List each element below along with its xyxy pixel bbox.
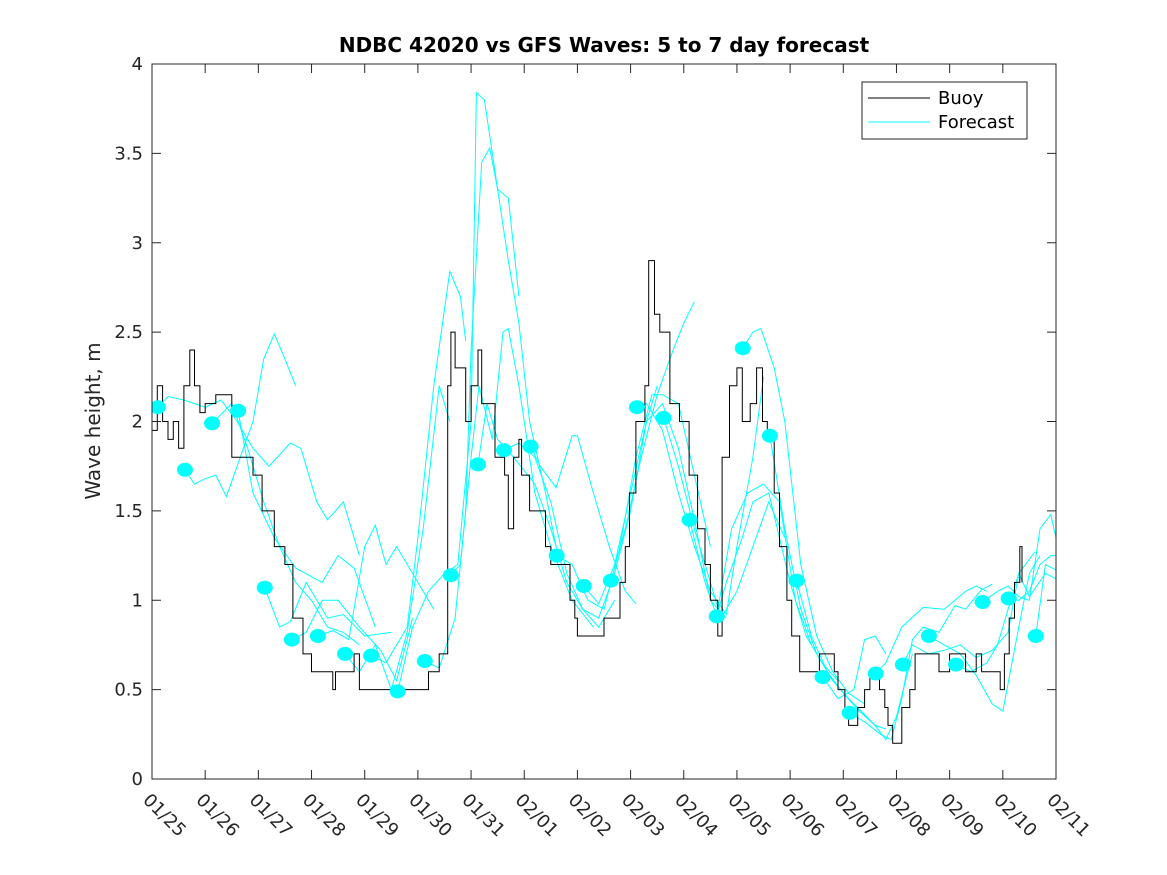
plot-area	[152, 91, 1056, 744]
forecast-point-22	[734, 341, 751, 356]
forecast-point-30	[948, 657, 965, 672]
forecast-line-24	[796, 580, 913, 741]
forecast-line-14	[530, 435, 637, 605]
y-tick-label: 2.5	[114, 322, 143, 343]
y-tick-label: 2	[132, 412, 143, 433]
forecast-line-6	[317, 523, 435, 641]
forecast-point-2	[204, 416, 221, 431]
x-tick-label: 01/27	[245, 790, 297, 842]
buoy-line	[152, 260, 1023, 744]
forecast-line-12	[477, 403, 616, 628]
legend-buoy-label: Buoy	[938, 88, 984, 109]
forecast-line-16	[583, 402, 727, 619]
y-tick-label: 0	[132, 769, 143, 790]
forecast-point-7	[337, 646, 354, 661]
legend: Buoy Forecast	[861, 81, 1028, 140]
x-tick-label: 01/28	[298, 790, 350, 842]
forecast-point-6	[309, 629, 326, 643]
forecast-line-25	[822, 635, 887, 700]
forecast-point-29	[920, 629, 937, 643]
forecast-line-4	[264, 581, 392, 637]
x-tick-label: 02/04	[670, 790, 722, 842]
forecast-point-31	[974, 595, 991, 610]
forecast-point-9	[389, 684, 406, 699]
forecast-line-7	[344, 385, 451, 692]
x-tick-label: 01/29	[351, 790, 403, 842]
forecast-line-20	[689, 483, 812, 646]
forecast-point-25	[814, 670, 831, 685]
forecast-line-31	[982, 513, 1056, 603]
forecast-point-14	[522, 439, 539, 454]
x-tick-label: 01/31	[458, 790, 510, 842]
forecast-line-10	[424, 146, 557, 669]
y-tick-label: 4	[132, 54, 143, 75]
x-tick-label: 02/07	[830, 790, 882, 842]
y-tick-label: 3.5	[114, 143, 143, 164]
forecast-line-0	[157, 395, 360, 556]
forecast-line-29	[928, 555, 1041, 712]
forecast-point-19	[655, 410, 672, 425]
x-tick-label: 02/06	[777, 790, 829, 842]
x-tick-label: 02/01	[511, 790, 563, 842]
forecast-point-27	[867, 666, 884, 681]
forecast-line-27	[875, 585, 988, 674]
x-tick-label: 02/09	[936, 790, 988, 842]
forecast-point-10	[416, 654, 433, 669]
forecast-point-13	[496, 443, 513, 458]
forecast-point-32	[1000, 591, 1017, 606]
forecast-point-26	[841, 705, 858, 720]
x-tick-label: 02/08	[883, 790, 935, 842]
y-tick-label: 1.5	[114, 501, 143, 522]
forecast-point-8	[363, 648, 380, 663]
forecast-line-32	[1008, 555, 1056, 601]
forecast-point-21	[708, 609, 725, 624]
forecast-point-3	[230, 403, 247, 418]
forecast-line-3	[237, 410, 376, 628]
forecast-point-17	[602, 573, 619, 588]
x-tick-label: 02/10	[989, 790, 1041, 842]
chart-title: NDBC 42020 vs GFS Waves: 5 to 7 day fore…	[339, 33, 870, 57]
x-tick-label: 02/02	[564, 790, 616, 842]
x-tick-label: 01/25	[138, 790, 190, 842]
y-tick-label: 0.5	[114, 680, 143, 701]
forecast-point-20	[681, 512, 698, 527]
x-tick-label: 02/03	[617, 790, 669, 842]
forecast-line-8	[370, 269, 467, 664]
forecast-line-2	[211, 402, 360, 646]
x-tick-label: 01/26	[192, 790, 244, 842]
forecast-point-15	[548, 548, 565, 563]
x-tick-label: 01/30	[404, 790, 456, 842]
forecast-point-5	[283, 632, 300, 647]
y-axis-label: Wave height, m	[81, 342, 105, 499]
forecast-point-11	[442, 568, 459, 583]
forecast-point-16	[575, 578, 592, 593]
forecast-line-18	[636, 376, 764, 616]
y-tick-label: 3	[132, 233, 143, 254]
forecast-point-12	[469, 457, 486, 472]
forecast-point-23	[761, 428, 778, 443]
forecast-point-28	[894, 657, 911, 672]
forecast-line-26	[849, 583, 993, 741]
forecast-point-33	[1027, 629, 1044, 643]
legend-forecast-label: Forecast	[938, 112, 1014, 133]
forecast-line-33	[1035, 563, 1056, 637]
legend-box	[861, 81, 1028, 140]
forecast-point-0	[152, 400, 166, 415]
forecast-line-17	[610, 301, 695, 581]
axes-box	[151, 63, 1057, 780]
forecast-line-5	[291, 599, 414, 683]
forecast-point-1	[176, 462, 193, 477]
forecast-point-24	[788, 573, 805, 588]
forecast-point-4	[256, 580, 273, 595]
x-tick-label: 02/05	[723, 790, 775, 842]
forecast-point-18	[628, 400, 645, 415]
forecast-line-22	[742, 327, 865, 705]
forecast-line-9	[397, 91, 520, 692]
forecast-line-1	[184, 332, 297, 498]
y-tick-label: 1	[132, 590, 143, 611]
x-tick-label: 02/11	[1042, 790, 1094, 842]
